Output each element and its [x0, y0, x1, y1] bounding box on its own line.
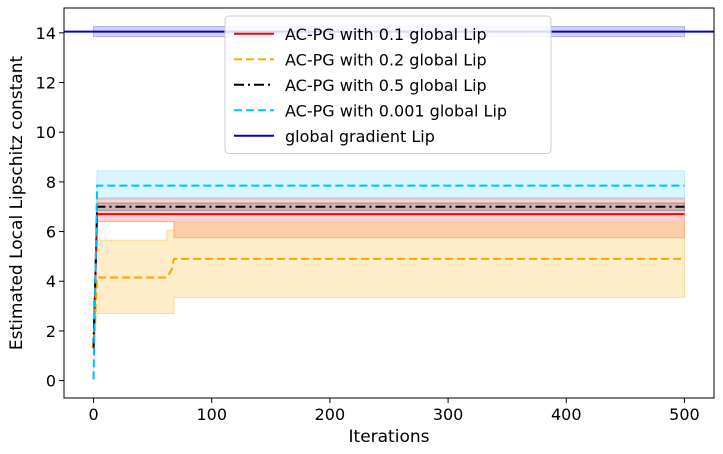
- line-ac-pg-with-0-2-global-lip: [92, 257, 685, 349]
- y-tick-label: 6: [46, 223, 56, 242]
- y-tick-label: 12: [36, 74, 56, 93]
- legend-label: AC-PG with 0.5 global Lip: [285, 76, 487, 95]
- y-tick-label: 8: [46, 173, 56, 192]
- y-tick-label: 2: [46, 322, 56, 341]
- line-ac-pg-with-0-001-global-lip: [92, 184, 685, 380]
- band-ac-pg-with-0-2-global-lip: [93, 221, 685, 349]
- x-tick-label: 400: [551, 405, 582, 424]
- x-tick-label: 100: [196, 405, 227, 424]
- x-tick-label: 200: [315, 405, 346, 424]
- x-axis-label: Iterations: [349, 427, 430, 447]
- x-tick-label: 500: [669, 405, 700, 424]
- legend-label: AC-PG with 0.2 global Lip: [285, 50, 487, 69]
- x-tick-label: 0: [88, 405, 98, 424]
- y-tick-label: 4: [46, 272, 56, 291]
- plot-frame: [63, 7, 715, 399]
- y-tick-label: 0: [46, 372, 56, 391]
- y-tick-label: 10: [36, 123, 56, 142]
- y-axis-ticks: 0 2 4 6 8 10 12 14: [36, 24, 64, 391]
- legend-label: AC-PG with 0.1 global Lip: [285, 25, 487, 44]
- legend-label: AC-PG with 0.001 global Lip: [285, 101, 507, 120]
- legend-label: global gradient Lip: [285, 127, 435, 146]
- y-axis-label: Estimated Local Lipschitz constant: [7, 56, 27, 351]
- y-tick-label: 14: [36, 24, 56, 43]
- legend: AC-PG with 0.1 global Lip AC-PG with 0.2 …: [224, 15, 552, 154]
- x-axis-ticks: 0 100 200 300 400 500: [88, 398, 700, 424]
- x-tick-label: 300: [433, 405, 464, 424]
- legend-box: [224, 15, 552, 154]
